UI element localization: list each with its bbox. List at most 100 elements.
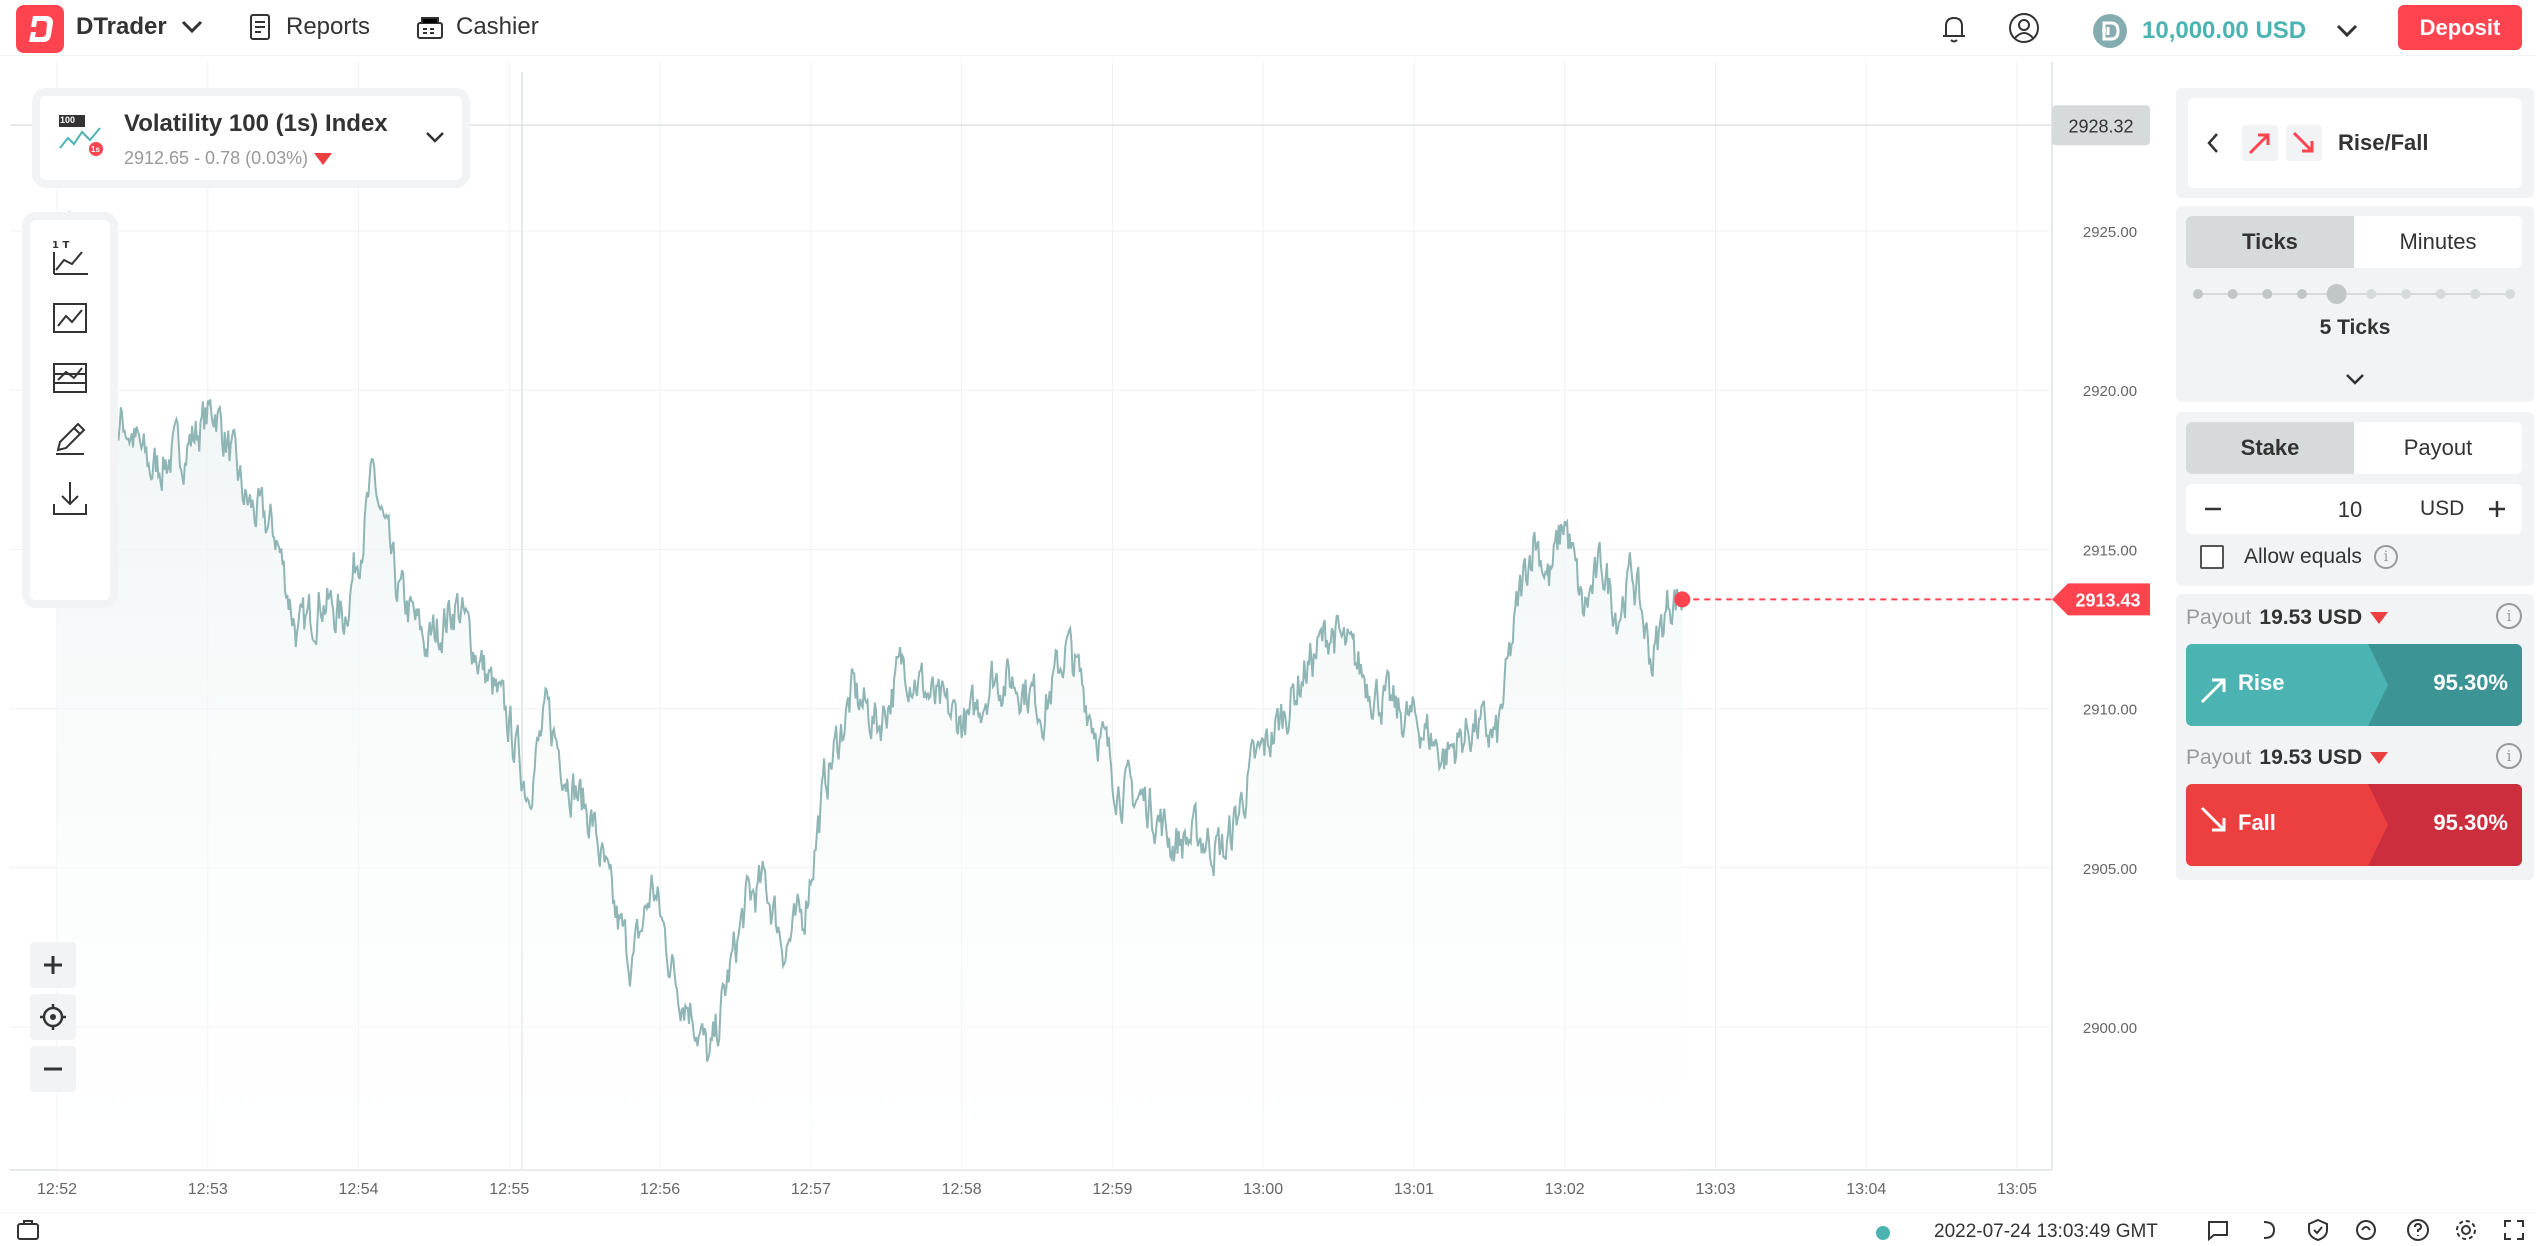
symbol-name: Volatility 100 (1s) Index [124, 110, 388, 137]
trade-type-selector[interactable]: Rise/Fall [2188, 98, 2522, 188]
brand-name: DTrader [76, 13, 167, 40]
header: DTrader Reports Cashier 10,000.00 USD De… [0, 0, 2536, 56]
tab-payout[interactable]: Payout [2403, 435, 2473, 460]
y-tick-label: 2915.00 [2083, 542, 2137, 559]
tab-minutes[interactable]: Minutes [2399, 229, 2477, 254]
deriv-logo[interactable] [16, 5, 64, 53]
allow-equals-checkbox[interactable] [2200, 545, 2224, 569]
slider-tick[interactable] [2262, 289, 2273, 299]
current-price-dot [1674, 591, 1691, 608]
secure-icon[interactable] [2306, 1218, 2330, 1242]
rise-percentage: 95.30% [2433, 670, 2508, 695]
positions-icon[interactable] [16, 1218, 40, 1242]
fall-info-icon[interactable]: i [2496, 743, 2522, 769]
reset-zoom-button[interactable] [30, 994, 76, 1040]
x-tick-label: 12:54 [339, 1181, 379, 1198]
platform-switcher[interactable]: DTrader [76, 13, 203, 41]
minus-icon [44, 1067, 62, 1071]
zoom-out-button[interactable] [30, 1046, 76, 1092]
drawing-tools-icon[interactable] [48, 416, 92, 460]
y-tick-label: 2900.00 [2083, 1020, 2137, 1037]
slider-tick[interactable] [2297, 289, 2307, 299]
chevron-down-icon [2337, 24, 2358, 38]
plus-icon[interactable] [2488, 500, 2506, 518]
fall-icon [2286, 125, 2322, 161]
volatility-index-icon [59, 115, 103, 156]
allow-equals-info-icon[interactable]: i [2374, 545, 2398, 569]
balance-value: 10,000.00 USD [2142, 17, 2307, 44]
notifications-icon[interactable] [1936, 10, 1972, 46]
volatility-badge-sub: 1s [91, 145, 100, 154]
symbol-price: 2912.65 - 0.78 (0.03%) [124, 148, 333, 169]
svg-text:1 T: 1 T [52, 240, 69, 251]
account-icon[interactable] [2006, 10, 2042, 46]
current-price-label: 2913.43 [2075, 590, 2140, 610]
fall-payout-value: 19.53 USD [2259, 746, 2363, 769]
allow-equals-label: Allow equals [2244, 545, 2362, 568]
network-icon[interactable] [2354, 1218, 2378, 1242]
fall-payout: Payout 19.53 USD [2186, 746, 2389, 770]
x-tick-label: 13:03 [1695, 1181, 1735, 1198]
slider-tick[interactable] [2401, 289, 2411, 299]
rise-label: Rise [2238, 670, 2285, 695]
symbol-selector[interactable]: 100 1s Volatility 100 (1s) Index 2912.65… [40, 96, 462, 180]
slider-tick[interactable] [2227, 289, 2238, 299]
payout-down-icon [2370, 752, 2389, 764]
tab-ticks[interactable]: Ticks [2186, 216, 2354, 268]
x-tick-label: 13:01 [1394, 1181, 1434, 1198]
price-chart[interactable]: 12:52 12:53 12:54 12:55 12:56 12:57 12:58 12:59… [0, 62, 2170, 1206]
settings-icon[interactable] [2454, 1218, 2478, 1242]
y-tick-label: 2910.00 [2083, 702, 2137, 719]
x-tick-label: 12:52 [37, 1181, 77, 1198]
cashier-icon [417, 17, 443, 39]
nav-cashier[interactable]: Cashier [416, 13, 539, 41]
reports-icon [250, 14, 270, 40]
slider-tick[interactable] [2193, 289, 2203, 299]
slider-tick[interactable] [2470, 289, 2481, 299]
minus-icon[interactable] [2204, 501, 2222, 517]
chevron-down-icon[interactable] [2344, 372, 2366, 386]
indicators-icon[interactable] [48, 296, 92, 340]
current-price-badge [2052, 583, 2150, 616]
fall-label: Fall [2238, 810, 2276, 835]
slider-tick[interactable] [2435, 289, 2446, 299]
connection-status-dot [1876, 1226, 1890, 1240]
fullscreen-icon[interactable] [2502, 1218, 2526, 1242]
stake-field: 10 USD [2186, 484, 2522, 534]
deposit-button[interactable]: Deposit [2398, 5, 2522, 50]
templates-icon[interactable] [48, 356, 92, 400]
fall-button[interactable]: Fall 95.30% [2186, 784, 2522, 866]
ticks-slider[interactable] [2186, 280, 2522, 308]
y-tick-label: 2925.00 [2083, 224, 2137, 241]
x-tick-label: 13:05 [1997, 1181, 2037, 1198]
slider-tick[interactable] [2505, 289, 2515, 299]
chevron-left-icon [2207, 133, 2218, 153]
nav-reports[interactable]: Reports [248, 13, 370, 41]
nav-cashier-label: Cashier [456, 13, 539, 40]
chevron-down-icon [181, 20, 202, 34]
chat-icon[interactable] [2206, 1218, 2230, 1242]
download-icon[interactable] [48, 476, 92, 520]
y-tick-label: 2920.00 [2083, 383, 2137, 400]
rise-info-icon[interactable]: i [2496, 603, 2522, 629]
x-tick-label: 12:58 [942, 1181, 982, 1198]
plus-icon [44, 956, 62, 974]
x-tick-label: 13:00 [1243, 1181, 1283, 1198]
endpoint-icon[interactable] [2258, 1218, 2282, 1242]
help-icon[interactable] [2406, 1218, 2430, 1242]
zoom-in-button[interactable] [30, 942, 76, 988]
x-tick-label: 12:56 [640, 1181, 680, 1198]
tab-stake[interactable]: Stake [2186, 422, 2354, 474]
price-area [57, 211, 1683, 1171]
stake-input[interactable]: 10 [2337, 497, 2363, 522]
account-balance[interactable]: 10,000.00 USD [2092, 13, 2358, 49]
rise-button-bg [2186, 644, 2522, 726]
stake-currency: USD [2420, 497, 2465, 520]
slider-tick[interactable] [2366, 289, 2377, 299]
price-line [56, 211, 1684, 1063]
slider-thumb[interactable] [2326, 284, 2347, 304]
rise-button[interactable]: Rise 95.30% [2186, 644, 2522, 726]
chart-area[interactable]: 12:52 12:53 12:54 12:55 12:56 12:57 12:58 12:59… [0, 62, 2170, 1206]
chart-type-icon[interactable]: 1 T [48, 236, 92, 280]
symbol-price-text: 2912.65 - 0.78 (0.03%) [124, 148, 309, 168]
